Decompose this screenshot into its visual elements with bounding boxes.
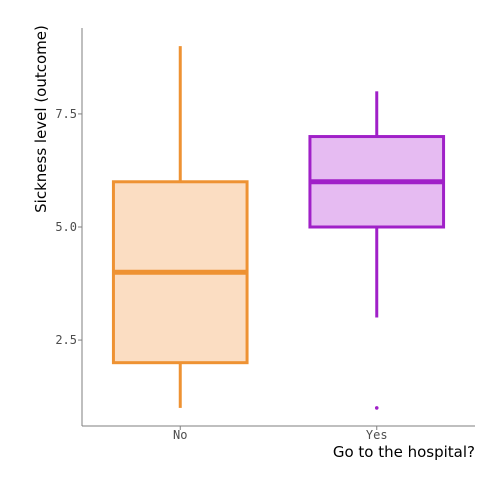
y-tick-label: 5.0 <box>55 220 77 234</box>
x-tick-label: No <box>173 428 187 442</box>
y-axis-title: Sickness level (outcome) <box>32 25 50 213</box>
x-tick-label: Yes <box>366 428 388 442</box>
y-tick-label: 7.5 <box>55 107 77 121</box>
boxes <box>111 46 446 410</box>
outlier-point <box>374 406 379 410</box>
x-axis-ticks: No Yes <box>173 426 388 442</box>
x-axis-title: Go to the hospital? <box>333 443 475 461</box>
y-axis-ticks: 2.5 5.0 7.5 <box>55 107 82 347</box>
y-tick-label: 2.5 <box>55 333 77 347</box>
